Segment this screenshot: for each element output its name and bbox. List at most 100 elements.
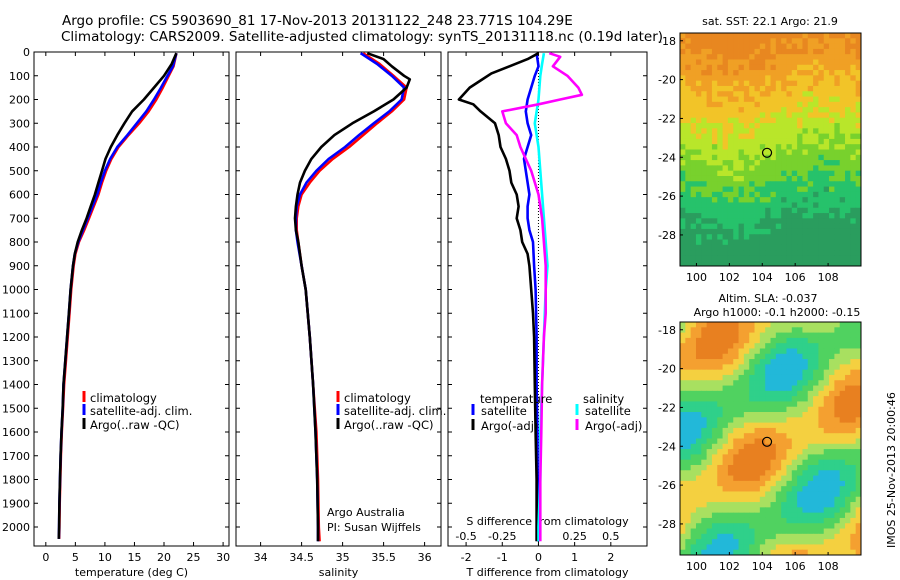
map-cell	[749, 202, 755, 209]
map-cell	[754, 85, 761, 92]
map-cell	[834, 486, 841, 492]
map-cell	[855, 101, 862, 108]
map-cell	[775, 374, 782, 381]
map-cell	[807, 80, 814, 87]
map-cell	[855, 160, 862, 166]
map-cell	[834, 353, 841, 360]
map-cell	[738, 406, 745, 413]
map-cell	[711, 480, 718, 487]
map-cell	[823, 322, 830, 328]
map-cell	[850, 539, 857, 545]
map-cell	[722, 406, 729, 413]
map-cell	[818, 133, 825, 140]
map-cell	[749, 133, 755, 140]
map-cell	[701, 427, 708, 434]
map-cell	[818, 364, 825, 371]
map-cell	[850, 38, 857, 44]
map-cell	[749, 64, 755, 71]
map-cell	[829, 348, 835, 355]
map-cell	[791, 359, 798, 365]
map-cell	[791, 218, 798, 225]
map-cell	[775, 343, 782, 349]
map-cell	[818, 491, 825, 498]
map-cell	[829, 250, 835, 256]
map-cell	[765, 502, 771, 508]
map-cell	[797, 385, 803, 392]
map-cell	[845, 85, 851, 92]
map-cell	[749, 218, 755, 225]
map-cell	[813, 160, 819, 166]
map-cell	[770, 101, 777, 108]
map-cell	[711, 239, 718, 246]
map-cell	[791, 33, 798, 39]
map-cell	[802, 539, 809, 545]
map-cell	[802, 443, 809, 450]
map-cell	[839, 390, 846, 397]
map-cell	[775, 523, 782, 529]
map-cell	[754, 144, 761, 150]
sla-map-ytick-label: -18	[658, 324, 676, 337]
map-cell	[823, 48, 830, 55]
map-cell	[690, 234, 697, 240]
map-cell	[855, 539, 862, 545]
map-cell	[738, 475, 745, 482]
map-cell	[786, 443, 793, 450]
map-cell	[722, 250, 729, 256]
map-cell	[754, 454, 761, 461]
map-cell	[802, 128, 809, 135]
map-cell	[711, 228, 718, 235]
map-cell	[770, 422, 777, 429]
map-cell	[680, 234, 686, 240]
map-cell	[786, 332, 793, 339]
map-cell	[829, 213, 835, 219]
map-cell	[802, 255, 809, 262]
map-cell	[823, 475, 830, 482]
map-cell	[749, 380, 755, 386]
map-cell	[685, 149, 692, 156]
map-cell	[754, 343, 761, 349]
map-cell	[807, 512, 814, 519]
map-cell	[733, 64, 739, 71]
map-cell	[695, 359, 702, 365]
map-cell	[781, 154, 787, 161]
map-cell	[834, 138, 841, 145]
map-cell	[695, 417, 702, 424]
map-cell	[807, 144, 814, 150]
legend-label: satellite	[585, 404, 631, 418]
map-cell	[722, 138, 729, 145]
map-cell	[797, 38, 803, 44]
map-cell	[727, 181, 734, 187]
map-cell	[711, 491, 718, 498]
sst-map-ytick-label: -22	[658, 112, 676, 125]
map-cell	[855, 412, 862, 418]
map-cell	[765, 260, 771, 267]
map-cell	[791, 213, 798, 219]
map-cell	[722, 512, 729, 519]
map-cell	[695, 38, 702, 44]
map-cell	[727, 533, 734, 540]
map-cell	[818, 401, 825, 408]
map-cell	[754, 523, 761, 529]
map-cell	[706, 207, 713, 214]
sla-map-subtitle: Argo h1000: -0.1 h2000: -0.15	[694, 306, 861, 319]
map-cell	[797, 427, 803, 434]
map-cell	[802, 48, 809, 55]
map-cell	[829, 470, 835, 476]
map-cell	[706, 149, 713, 156]
map-cell	[695, 138, 702, 145]
map-cell	[695, 406, 702, 413]
map-cell	[711, 234, 718, 240]
map-cell	[797, 123, 803, 129]
map-cell	[839, 133, 846, 140]
map-cell	[680, 160, 686, 166]
map-cell	[807, 443, 814, 450]
map-cell	[743, 343, 750, 349]
map-cell	[706, 255, 713, 262]
map-cell	[818, 260, 825, 267]
map-cell	[749, 369, 755, 376]
map-cell	[807, 539, 814, 545]
map-cell	[813, 218, 819, 225]
map-cell	[695, 54, 702, 60]
map-cell	[834, 64, 841, 71]
map-cell	[711, 470, 718, 476]
